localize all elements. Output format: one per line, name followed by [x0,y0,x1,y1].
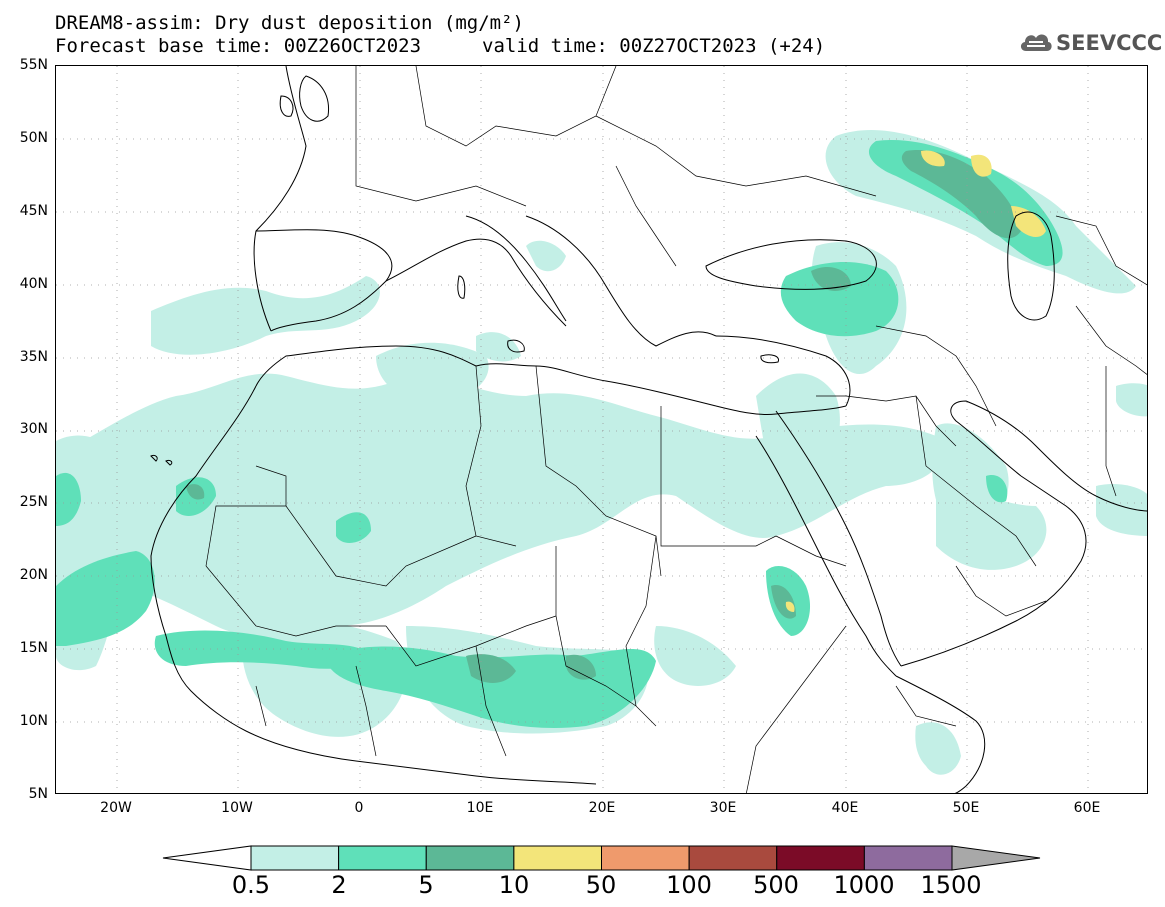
colorbar-box-6 [776,845,865,871]
lat-label-30n: 30N [19,421,48,437]
colorbar-box-2 [425,845,515,871]
lon-label-10e: 10E [466,800,494,816]
colorbar-label-6: 500 [753,871,799,899]
colorbar-label-7: 1000 [833,871,895,899]
lat-label-40n: 40N [19,276,48,292]
lat-label-25n: 25N [19,494,48,510]
coastlines [150,66,1147,793]
lat-label-35n: 35N [19,349,48,365]
map-panel [55,65,1148,794]
lon-label-20w: 20W [100,800,132,816]
colorbar-under-triangle [162,845,252,871]
colorbar-box-7 [863,845,953,871]
lon-label-50e: 50E [952,800,980,816]
deposition-fill-high [186,150,1021,683]
cloud-icon [1020,34,1052,51]
colorbar-label-0: 0.5 [231,871,271,899]
dust-deposition-map [56,66,1147,793]
lon-label-10w: 10W [221,800,253,816]
lat-label-20n: 20N [19,567,48,583]
colorbar-label-4: 50 [585,871,617,899]
country-borders [205,66,1147,793]
colorbar-box-1 [338,845,427,871]
lon-label-0: 0 [354,800,364,816]
lat-label-10n: 10N [19,713,48,729]
lon-label-60e: 60E [1073,800,1101,816]
colorbar [162,845,1041,871]
colorbar-box-3 [513,845,602,871]
colorbar-label-5: 100 [666,871,712,899]
lon-label-30e: 30E [709,800,737,816]
valid-time: valid time: 00Z27OCT2023 (+24) [482,35,826,57]
colorbar-box-0 [250,845,340,871]
colorbar-label-2: 5 [418,871,434,899]
colorbar-label-3: 10 [498,871,530,899]
lon-label-20e: 20E [588,800,616,816]
colorbar-label-1: 2 [331,871,347,899]
forecast-base-time: Forecast base time: 00Z26OCT2023 [55,35,422,57]
seevccc-logo: SEEVCCC [1018,25,1162,59]
lat-label-15n: 15N [19,640,48,656]
lat-label-45n: 45N [19,203,48,219]
graticule [56,66,1147,793]
lat-label-50n: 50N [19,130,48,146]
colorbar-box-4 [601,845,690,871]
lon-label-40e: 40E [831,800,859,816]
lat-label-5n: 5N [28,786,48,802]
logo-text: SEEVCCC [1056,31,1163,55]
colorbar-label-8: 1500 [920,871,982,899]
colorbar-boxes [250,845,953,871]
colorbar-over-triangle [951,845,1041,871]
map-title: DREAM8-assim: Dry dust deposition (mg/m²… [55,12,524,34]
colorbar-box-5 [688,845,778,871]
lat-label-55n: 55N [19,57,48,73]
